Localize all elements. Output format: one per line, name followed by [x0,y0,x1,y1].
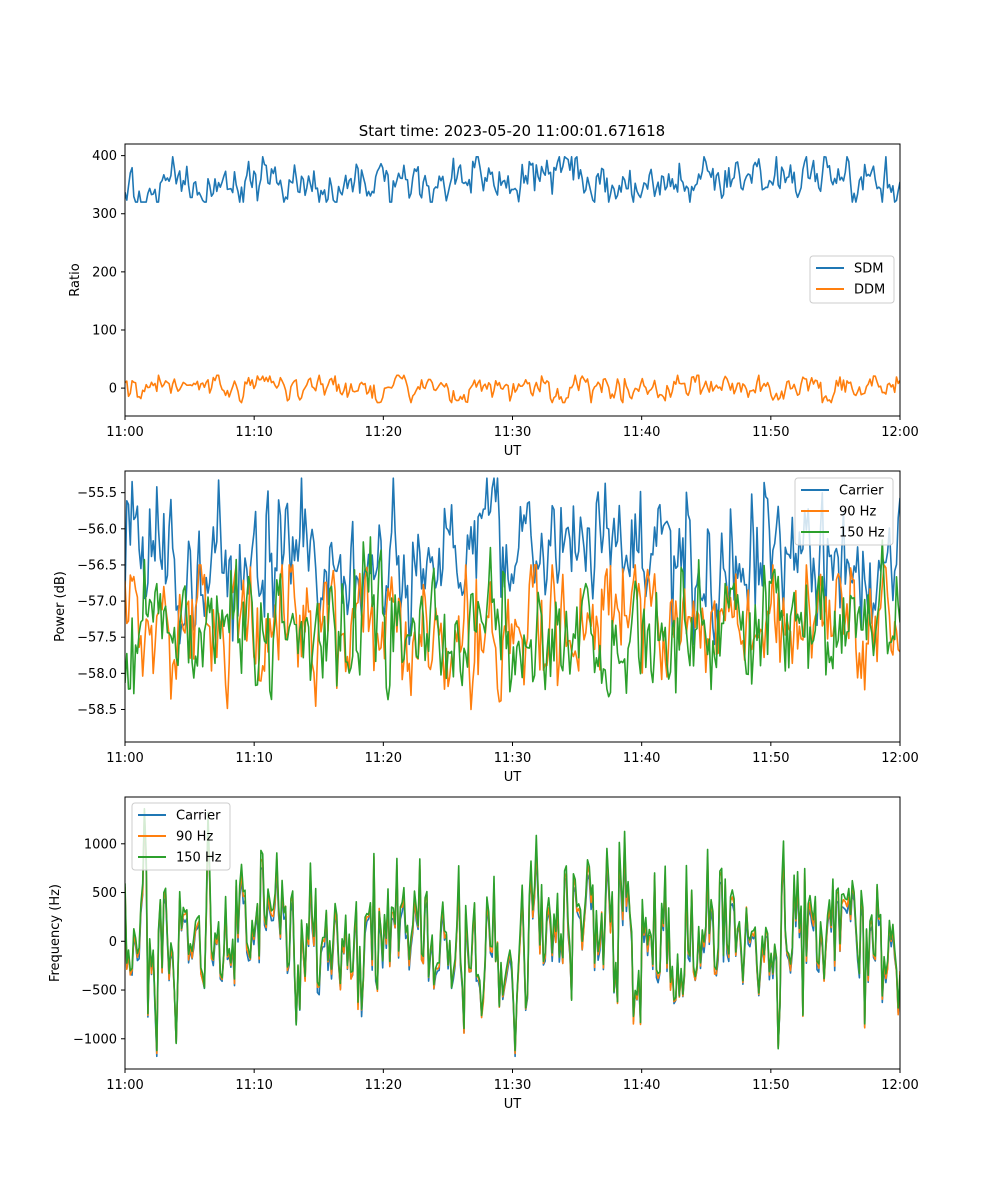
x-tick-label: 11:40 [623,1078,660,1093]
x-axis-label: UT [504,1097,522,1112]
legend-entry: 150 Hz [839,526,885,541]
legend-entry: DDM [854,283,885,298]
panel-1: 11:00 11:10 11:20 11:30 11:40 11:50 12:00 UT 0 10… [68,143,919,459]
y-tick-label: −58.5 [77,703,117,718]
legend: Carrier 90 Hz 150 Hz [794,477,894,546]
x-tick-label: 11:10 [235,751,272,766]
x-tick-label: 11:10 [235,425,272,440]
x-tick-label: 11:50 [752,425,789,440]
y-tick-label: 300 [92,207,117,222]
series-line-150-hz [125,807,900,1052]
x-tick-label: 12:00 [881,751,918,766]
chart-title: Start time: 2023-05-20 11:00:01.671618 [359,122,665,140]
x-tick-label: 11:00 [106,751,143,766]
y-tick-label: 0 [109,935,117,950]
y-tick-label: 0 [109,382,117,397]
x-tick-label: 11:40 [623,751,660,766]
x-tick-label: 11:00 [106,1078,143,1093]
x-tick-label: 11:20 [365,1078,402,1093]
panel-2: 11:00 11:10 11:20 11:30 11:40 11:50 12:00 UT −58… [53,470,919,785]
legend-box [794,477,894,546]
series-line-sdm [125,156,900,203]
y-tick-label: 100 [92,323,117,338]
y-tick-label: −1000 [73,1032,117,1047]
x-tick-label: 12:00 [881,425,918,440]
legend: SDM DDM [809,255,895,304]
series-line-ddm [125,374,900,404]
x-tick-label: 11:20 [365,751,402,766]
legend-entry: SDM [854,262,883,277]
legend: Carrier 90 Hz 150 Hz [131,802,231,871]
y-tick-label: 200 [92,265,117,280]
series-line-150-hz [125,536,900,701]
y-tick-label: 1000 [84,837,117,852]
legend-entry: Carrier [176,809,221,824]
y-tick-label: −56.5 [77,558,117,573]
panels: 11:00 11:10 11:20 11:30 11:40 11:50 12:00 UT 0 10… [48,143,919,1112]
y-tick-label: 400 [92,149,117,164]
legend-box [131,802,231,871]
x-tick-label: 11:20 [365,425,402,440]
x-tick-label: 11:30 [494,1078,531,1093]
x-axis-label: UT [504,444,522,459]
x-tick-label: 12:00 [881,1078,918,1093]
y-tick-label: −57.0 [77,595,117,610]
legend-entry: Carrier [839,484,884,499]
y-tick-label: −55.5 [77,486,117,501]
y-tick-label: −56.0 [77,522,117,537]
panel-3: 11:00 11:10 11:20 11:30 11:40 11:50 12:00 UT −10… [48,796,919,1112]
y-axis-label: Ratio [68,263,83,296]
y-tick-label: −500 [81,984,117,999]
y-tick-label: −58.0 [77,667,117,682]
x-tick-label: 11:10 [235,1078,272,1093]
y-tick-label: −57.5 [77,631,117,646]
x-axis-label: UT [504,770,522,785]
y-axis-label: Frequency (Hz) [48,884,63,982]
y-axis-label: Power (dB) [53,571,68,642]
x-tick-label: 11:30 [494,425,531,440]
legend-entry: 150 Hz [176,851,222,866]
x-tick-label: 11:30 [494,751,531,766]
legend-entry: 90 Hz [176,830,213,845]
x-tick-label: 11:50 [752,1078,789,1093]
series-line-carrier [125,477,900,646]
x-tick-label: 11:50 [752,751,789,766]
x-tick-label: 11:00 [106,425,143,440]
x-tick-label: 11:40 [623,425,660,440]
legend-entry: 90 Hz [839,505,876,520]
y-tick-label: 500 [92,886,117,901]
